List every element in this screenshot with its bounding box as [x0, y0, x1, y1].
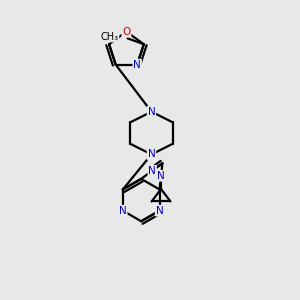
Text: N: N [148, 107, 155, 117]
Text: N: N [119, 206, 127, 216]
Text: N: N [148, 149, 155, 159]
Text: N: N [157, 171, 165, 181]
Text: CH₃: CH₃ [101, 32, 119, 42]
Text: N: N [148, 166, 156, 176]
Text: N: N [156, 206, 164, 216]
Text: N: N [133, 60, 141, 70]
Text: O: O [122, 27, 130, 37]
